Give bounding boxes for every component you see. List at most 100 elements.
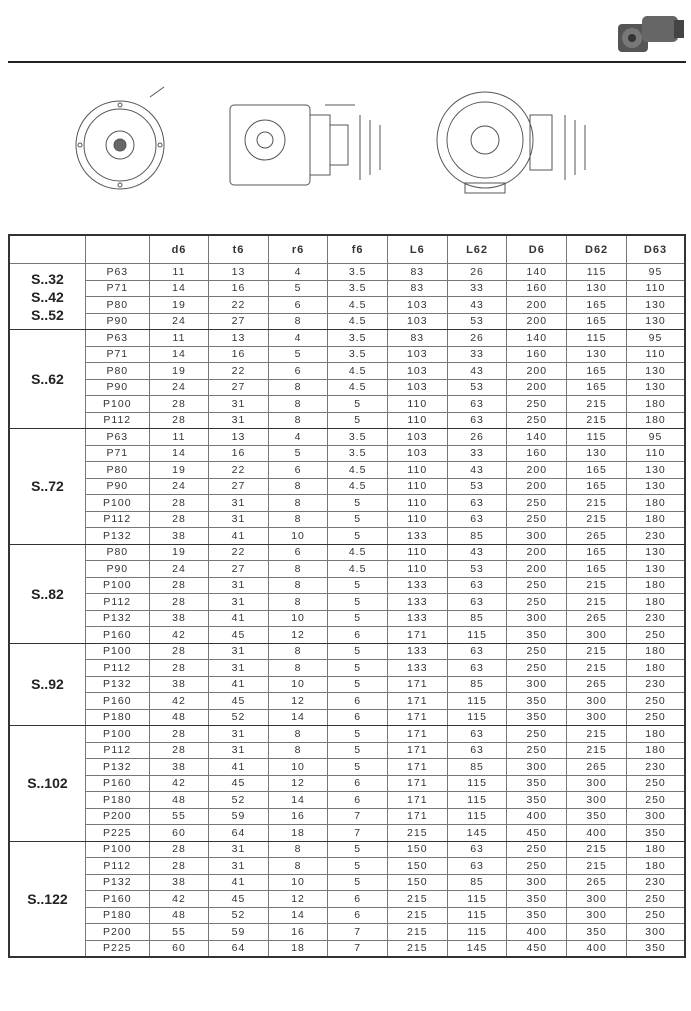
value-cell: 103: [386, 345, 448, 363]
value-cell: 171: [386, 626, 448, 644]
value-cell: 63: [446, 576, 508, 594]
value-cell: 103: [386, 362, 448, 380]
value-cell: 215: [566, 725, 627, 743]
value-cell: 22: [208, 461, 269, 479]
table-row: P180 48 52 14 6 171 115 350 300 250: [9, 708, 686, 726]
column-header: D62: [566, 234, 627, 264]
value-cell: 160: [506, 279, 568, 297]
value-cell: 4.5: [327, 312, 388, 330]
motor-size-cell: P112: [84, 593, 150, 611]
value-cell: 110: [386, 543, 448, 561]
value-cell: 103: [386, 296, 448, 314]
value-cell: 300: [626, 807, 686, 825]
value-cell: 8: [267, 593, 329, 611]
value-cell: 48: [148, 708, 210, 726]
value-cell: 265: [566, 675, 627, 693]
value-cell: 13: [208, 329, 269, 347]
value-cell: 130: [626, 312, 686, 330]
dimension-table: d6 t6 r6 f6 L6 L62 D6 D62 D63 S..32 S..42 S..52 P63…: [8, 234, 686, 958]
value-cell: 215: [566, 840, 627, 858]
value-cell: 350: [506, 906, 568, 924]
table-row: P112 28 31 8 5 110 63 250 215 180: [9, 411, 686, 429]
value-cell: 14: [148, 444, 210, 462]
value-cell: 200: [506, 312, 568, 330]
value-cell: 300: [506, 609, 568, 627]
value-cell: 215: [566, 593, 627, 611]
value-cell: 95: [626, 428, 686, 446]
value-cell: 28: [148, 395, 210, 413]
value-cell: 13: [208, 263, 269, 281]
value-cell: 4: [267, 329, 329, 347]
value-cell: 165: [566, 362, 627, 380]
value-cell: 64: [208, 824, 269, 842]
value-cell: 300: [566, 906, 627, 924]
table-row: P132 38 41 10 5 150 85 300 265 230: [9, 873, 686, 891]
value-cell: 28: [148, 857, 210, 875]
value-cell: 43: [446, 362, 508, 380]
value-cell: 6: [327, 708, 388, 726]
value-cell: 171: [386, 791, 448, 809]
value-cell: 130: [566, 279, 627, 297]
value-cell: 28: [148, 725, 210, 743]
value-cell: 400: [566, 824, 627, 842]
value-cell: 31: [208, 857, 269, 875]
value-cell: 5: [267, 345, 329, 363]
table-row: P225 60 64 18 7 215 145 450 400 350: [9, 939, 686, 958]
value-cell: 300: [506, 873, 568, 891]
value-cell: 250: [506, 494, 568, 512]
value-cell: 265: [566, 873, 627, 891]
value-cell: 14: [267, 906, 329, 924]
value-cell: 27: [208, 477, 269, 495]
value-cell: 60: [148, 939, 210, 958]
value-cell: 14: [267, 708, 329, 726]
value-cell: 250: [506, 411, 568, 429]
value-cell: 16: [267, 807, 329, 825]
value-cell: 43: [446, 296, 508, 314]
value-cell: 300: [566, 626, 627, 644]
value-cell: 24: [148, 477, 210, 495]
value-cell: 38: [148, 527, 210, 545]
value-cell: 115: [446, 708, 508, 726]
value-cell: 53: [446, 477, 508, 495]
value-cell: 19: [148, 461, 210, 479]
table-row: P132 38 41 10 5 171 85 300 265 230: [9, 675, 686, 693]
motor-size-cell: P90: [84, 378, 150, 396]
value-cell: 230: [626, 609, 686, 627]
value-cell: 26: [446, 428, 508, 446]
value-cell: 103: [386, 444, 448, 462]
value-cell: 41: [208, 675, 269, 693]
value-cell: 8: [267, 560, 329, 578]
motor-size-cell: P112: [84, 857, 150, 875]
value-cell: 250: [506, 576, 568, 594]
motor-size-cell: P160: [84, 626, 150, 644]
motor-size-cell: P112: [84, 659, 150, 677]
value-cell: 230: [626, 758, 686, 776]
value-cell: 250: [506, 395, 568, 413]
value-cell: 52: [208, 906, 269, 924]
value-cell: 140: [506, 263, 568, 281]
column-header: r6: [267, 234, 329, 264]
value-cell: 215: [386, 890, 448, 908]
motor-size-cell: P80: [84, 543, 150, 561]
table-row: P160 42 45 12 6 171 115 350 300 250: [9, 626, 686, 644]
value-cell: 45: [208, 890, 269, 908]
value-cell: 103: [386, 312, 448, 330]
value-cell: 22: [208, 543, 269, 561]
value-cell: 350: [626, 939, 686, 958]
value-cell: 41: [208, 609, 269, 627]
value-cell: 4: [267, 428, 329, 446]
value-cell: 215: [566, 411, 627, 429]
column-header: L62: [446, 234, 508, 264]
value-cell: 180: [626, 576, 686, 594]
table-row: S..102 P100 28 31 8 5 171 63 250 215 180: [8, 725, 686, 842]
value-cell: 4.5: [327, 560, 388, 578]
value-cell: 165: [566, 560, 627, 578]
value-cell: 28: [148, 411, 210, 429]
table-row: P132 38 41 10 5 133 85 300 265 230: [9, 609, 686, 627]
value-cell: 250: [626, 708, 686, 726]
value-cell: 5: [327, 642, 388, 660]
value-cell: 8: [267, 312, 329, 330]
value-cell: 6: [267, 461, 329, 479]
value-cell: 103: [386, 378, 448, 396]
column-header: D63: [626, 234, 686, 264]
